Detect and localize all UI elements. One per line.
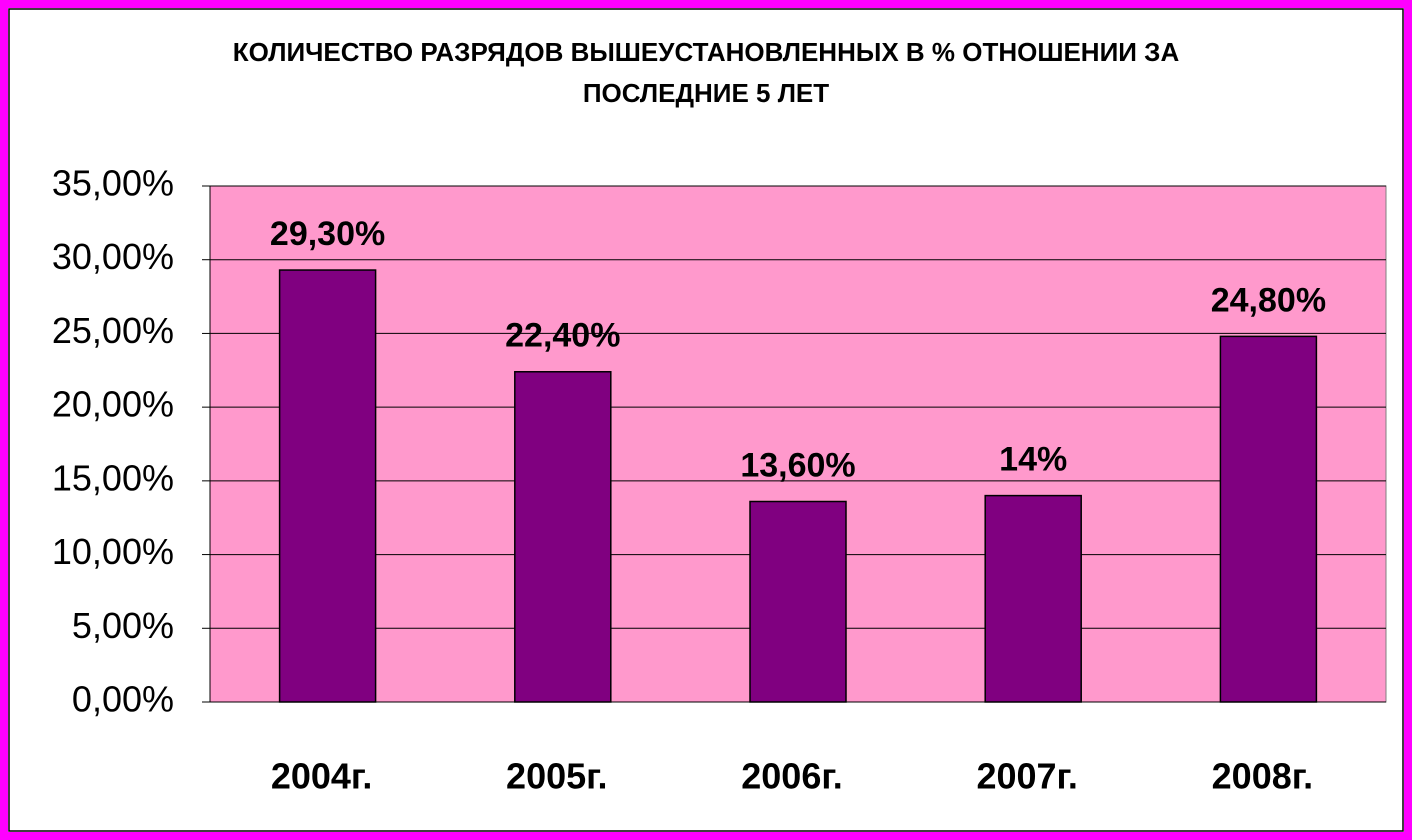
value-label: 14% xyxy=(999,441,1067,479)
bar xyxy=(514,371,612,703)
y-tick-label: 35,00% xyxy=(52,163,174,204)
chart-title: КОЛИЧЕСТВО РАЗРЯДОВ ВЫШЕУСТАНОВЛЕННЫХ В … xyxy=(233,37,1180,67)
bar xyxy=(984,494,1082,703)
x-tick-label: 2007г. xyxy=(976,756,1077,797)
y-tick-label: 25,00% xyxy=(52,310,174,351)
x-tick-label: 2004г. xyxy=(271,756,372,797)
x-tick-label: 2005г. xyxy=(506,756,607,797)
value-label: 13,60% xyxy=(740,446,855,484)
chart-title: ПОСЛЕДНИЕ 5 ЛЕТ xyxy=(583,78,829,108)
y-tick-label: 10,00% xyxy=(52,531,174,572)
y-tick-label: 0,00% xyxy=(72,679,174,720)
value-label: 22,40% xyxy=(505,317,620,355)
bar xyxy=(1219,335,1318,703)
bar xyxy=(278,269,377,703)
y-tick-label: 5,00% xyxy=(72,605,174,646)
y-tick-label: 20,00% xyxy=(52,384,174,425)
bar xyxy=(749,500,847,703)
y-tick-label: 30,00% xyxy=(52,236,174,277)
frame-inner xyxy=(8,8,1404,832)
y-tick-label: 15,00% xyxy=(52,457,174,498)
x-tick-label: 2008г. xyxy=(1212,756,1313,797)
value-label: 29,30% xyxy=(270,215,385,253)
x-tick-label: 2006г. xyxy=(741,756,842,797)
value-label: 24,80% xyxy=(1211,281,1326,319)
